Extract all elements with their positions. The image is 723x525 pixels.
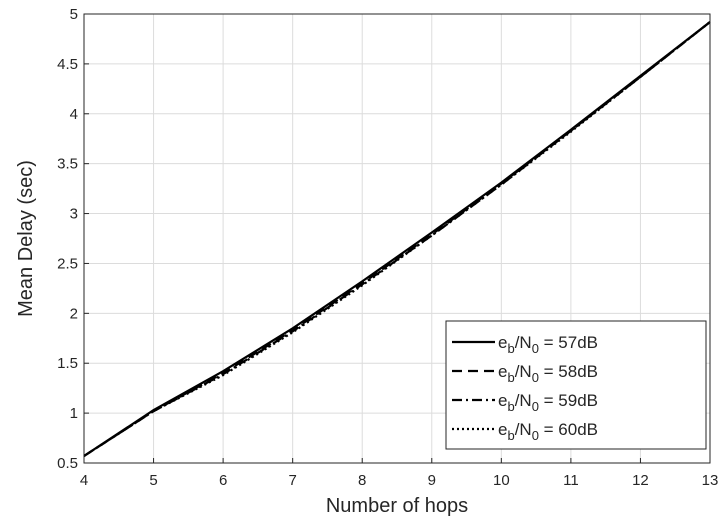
plot-frame: [83, 13, 711, 464]
y-tick-label: 3: [70, 206, 78, 223]
legend-text-part: /N: [515, 333, 532, 352]
legend-text-part: b: [507, 341, 514, 356]
series-lines: [83, 21, 711, 457]
y-tick-label: 0.5: [57, 455, 78, 472]
y-tick-label: 1: [70, 405, 78, 422]
x-tick-label: 10: [493, 472, 510, 489]
x-tick-label: 13: [702, 472, 719, 489]
legend-text-part: /N: [515, 391, 532, 410]
y-tick-label: 2: [70, 305, 78, 322]
x-tick-label: 12: [632, 472, 649, 489]
y-tick-label: 4: [70, 106, 78, 123]
legend-text-part: = 58dB: [539, 362, 598, 381]
legend-label-2: eb/N0 = 58dB: [498, 362, 598, 385]
legend-text-part: /N: [515, 420, 532, 439]
legend-text-part: e: [498, 362, 507, 381]
y-tick-label: 3.5: [57, 156, 78, 173]
x-tick-label: 11: [563, 472, 579, 489]
legend-text-part: e: [498, 420, 507, 439]
legend-text-part: e: [498, 333, 507, 352]
x-tick-label: 4: [80, 472, 88, 489]
legend-text-part: 0: [532, 370, 539, 385]
y-tick-label: 4.5: [57, 56, 78, 73]
legend-label-1: eb/N0 = 57dB: [498, 333, 598, 356]
legend-text-part: 0: [532, 341, 539, 356]
legend-text-part: e: [498, 391, 507, 410]
series-line-4: [83, 21, 711, 457]
legend-text-part: 0: [532, 399, 539, 414]
x-axis-label: Number of hops: [326, 495, 468, 517]
x-tick-label: 8: [358, 472, 366, 489]
legend-label-3: eb/N0 = 59dB: [498, 391, 598, 414]
legend-text-part: = 57dB: [539, 333, 598, 352]
legend-text-part: /N: [515, 362, 532, 381]
y-axis-label: Mean Delay (sec): [15, 160, 37, 317]
legend-text-part: 0: [532, 428, 539, 443]
legend-label-4: eb/N0 = 60dB: [498, 420, 598, 443]
legend-text-part: b: [507, 399, 514, 414]
legend-text-part: b: [507, 370, 514, 385]
y-tick-label: 5: [70, 6, 78, 23]
legend-text-part: = 60dB: [539, 420, 598, 439]
x-tick-label: 7: [288, 472, 296, 489]
legend-text-part: b: [507, 428, 514, 443]
x-tick-label: 9: [428, 472, 436, 489]
legend-text-part: = 59dB: [539, 391, 598, 410]
series-line-3: [83, 21, 711, 457]
y-tick-label: 1.5: [57, 355, 78, 372]
y-tick-label: 2.5: [57, 255, 78, 272]
x-tick-label: 5: [149, 472, 157, 489]
x-tick-label: 6: [219, 472, 227, 489]
ticks: 4 5 6 7 8 9 10 11 12 13 0.5 1 1.5 2 2.5 3 3.5 4 4.5 5: [57, 6, 718, 489]
